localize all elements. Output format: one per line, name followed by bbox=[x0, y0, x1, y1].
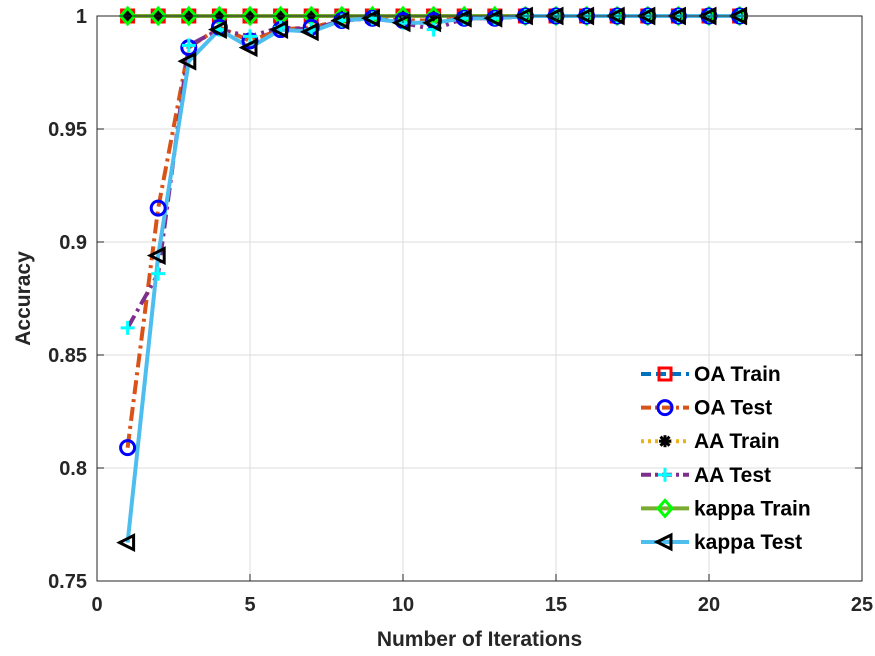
legend: OA Train OA Test AA Train AA Test kappa Trai… bbox=[641, 363, 811, 554]
legend-entry: kappa Test bbox=[641, 531, 802, 554]
y-tick-label: 0.8 bbox=[59, 458, 87, 480]
x-tick-label: 20 bbox=[698, 594, 720, 616]
data-point bbox=[181, 38, 196, 53]
legend-marker bbox=[656, 498, 674, 519]
data-point bbox=[151, 266, 166, 281]
data-point bbox=[483, 8, 503, 28]
data-point bbox=[241, 5, 259, 27]
legend-entry: OA Train bbox=[641, 363, 781, 386]
y-tick-label: 0.75 bbox=[48, 571, 87, 593]
data-point bbox=[361, 8, 380, 28]
legend-label: AA Test bbox=[694, 464, 771, 487]
legend-label: kappa Test bbox=[694, 531, 802, 554]
data-point bbox=[177, 51, 197, 71]
y-tick-label: 0.95 bbox=[48, 119, 87, 141]
legend-label: OA Train bbox=[694, 363, 781, 386]
data-point bbox=[330, 11, 350, 30]
legend-entry: kappa Train bbox=[641, 497, 811, 520]
y-tick-label: 1 bbox=[76, 6, 87, 28]
data-point bbox=[149, 5, 168, 27]
plot-frame bbox=[96, 15, 863, 582]
x-tick-label: 0 bbox=[91, 594, 102, 616]
legend-marker bbox=[656, 399, 674, 417]
x-tick-label: 15 bbox=[545, 594, 567, 616]
data-point bbox=[269, 20, 289, 39]
legend-marker bbox=[659, 435, 671, 448]
x-tick-label: 25 bbox=[851, 594, 873, 616]
legend-entry: AA Test bbox=[641, 464, 771, 487]
data-point bbox=[452, 8, 472, 28]
y-axis-label: Accuracy bbox=[12, 251, 35, 346]
data-point bbox=[243, 29, 257, 44]
y-tick-label: 0.85 bbox=[48, 345, 87, 367]
legend-label: AA Train bbox=[694, 430, 780, 453]
legend-marker bbox=[658, 467, 672, 482]
data-point bbox=[120, 320, 135, 335]
legend-entry: AA Train bbox=[641, 430, 780, 453]
data-point bbox=[149, 199, 167, 217]
data-point bbox=[119, 439, 137, 457]
data-point bbox=[422, 13, 442, 33]
legend-marker bbox=[657, 366, 673, 382]
data-point bbox=[179, 5, 198, 27]
y-tick-label: 0.9 bbox=[59, 232, 87, 254]
data-point bbox=[208, 20, 227, 39]
legend-marker bbox=[653, 532, 673, 552]
x-axis-label: Number of Iterations bbox=[377, 628, 582, 651]
legend-label: OA Test bbox=[694, 397, 772, 420]
series-markers-5 bbox=[116, 6, 748, 553]
data-point bbox=[118, 5, 137, 27]
legend-label: kappa Train bbox=[694, 497, 811, 520]
ticks: 0 5 10 15 20 25 0.75 0.8 0.85 0.9 0.95 1 bbox=[48, 6, 873, 616]
data-point bbox=[116, 533, 136, 553]
x-tick-label: 5 bbox=[244, 594, 255, 616]
data-point bbox=[299, 22, 319, 42]
data-point bbox=[391, 13, 411, 33]
data-point bbox=[238, 38, 258, 58]
data-point bbox=[146, 246, 166, 265]
legend-entry: OA Test bbox=[641, 397, 772, 420]
grid bbox=[96, 15, 863, 582]
x-tick-label: 10 bbox=[392, 594, 414, 616]
